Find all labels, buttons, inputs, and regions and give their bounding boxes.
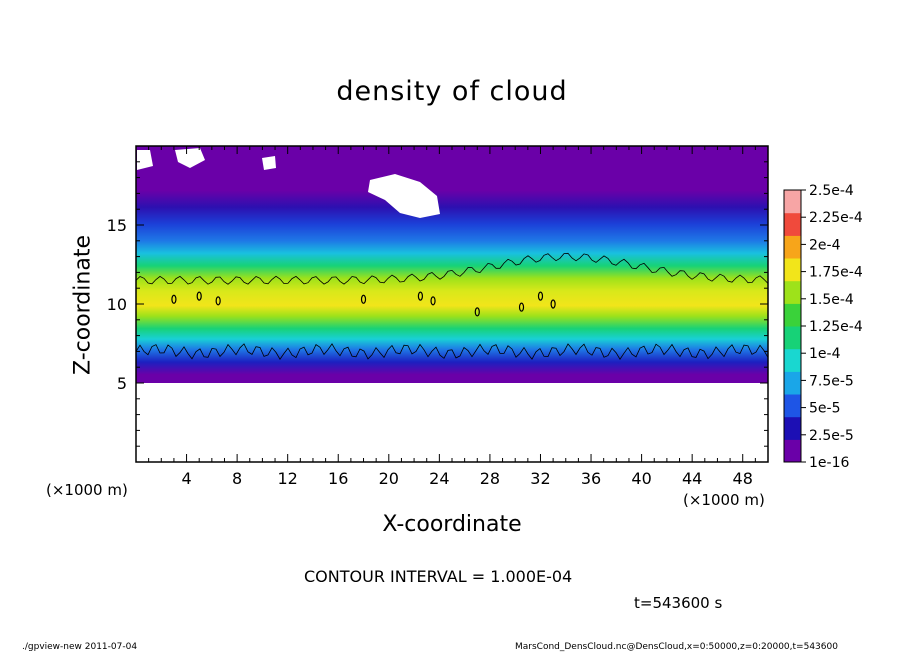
x-tick-label: 32 <box>530 469 550 488</box>
colorbar-swatch <box>784 348 801 372</box>
chart-title: density of cloud <box>336 76 568 107</box>
contour-2e-4-blob <box>360 294 367 304</box>
colorbar-label: 5e-5 <box>809 401 840 417</box>
colorbar-label: 1e-16 <box>809 455 849 471</box>
colorbar-label: 1.5e-4 <box>809 292 854 308</box>
colorbar-swatch <box>784 280 801 304</box>
x-tick-label: 24 <box>429 469 449 488</box>
x-tick-label: 12 <box>278 469 298 488</box>
contour-2e-4-blob <box>196 291 202 301</box>
colorbar-swatch <box>784 190 801 214</box>
colorbar-label: 1e-4 <box>809 346 841 362</box>
contour-lower <box>136 343 768 360</box>
contour-interval-label: CONTOUR INTERVAL = 1.000E-04 <box>304 567 573 586</box>
x-tick-label: 8 <box>232 469 242 488</box>
colorbar-label: 2.5e-4 <box>809 183 854 199</box>
time-label: t=543600 s <box>634 594 723 612</box>
colorbar-swatch <box>784 212 801 236</box>
contour-2e-4-blob <box>215 296 221 306</box>
colorbar-swatch <box>784 371 801 395</box>
x-tick-label: 48 <box>733 469 753 488</box>
x-tick-label: 36 <box>581 469 601 488</box>
contour-2e-4-blob <box>417 291 423 301</box>
colorbar-swatch <box>784 416 801 440</box>
colorbar-label: 1.75e-4 <box>809 265 863 281</box>
x-unit-label-right: (×1000 m) <box>683 491 765 509</box>
colorbar-swatch <box>784 258 801 282</box>
colorbar-swatch <box>784 303 801 327</box>
colorbar-label: 2.5e-5 <box>809 428 854 444</box>
contour-2e-4-blob <box>537 291 544 301</box>
contour-2e-4-blob <box>171 294 177 304</box>
x-axis-label: X-coordinate <box>382 512 522 537</box>
colorbar-label: 7.5e-5 <box>809 373 854 389</box>
contour-upper <box>136 252 768 285</box>
contour-lines <box>136 252 768 360</box>
colorbar-swatch <box>784 326 801 350</box>
x-tick-label: 4 <box>181 469 191 488</box>
contour-2e-4-blob <box>518 302 525 312</box>
x-axis: 4 8 12 16 20 24 28 32 36 40 44 48 <box>148 146 756 488</box>
colorbar-swatch <box>784 394 801 418</box>
y-axis-label: Z-coordinate <box>70 235 96 375</box>
colorbar-label: 1.25e-4 <box>809 319 863 335</box>
contour-2e-4-blob <box>430 296 436 306</box>
colorbar-swatch <box>784 235 801 259</box>
x-unit-label-left: (×1000 m) <box>46 481 128 499</box>
footer-command: ./gpview-new 2011-07-04 <box>22 642 138 652</box>
x-tick-label: 16 <box>328 469 348 488</box>
contour-2e-4-blob <box>474 307 480 317</box>
y-axis: 5 10 15 <box>107 161 768 447</box>
x-tick-label: 20 <box>379 469 399 488</box>
y-tick-label: 5 <box>117 374 127 393</box>
cloud-band <box>136 173 768 383</box>
field-gap <box>368 174 440 218</box>
contour-2e-4-blob <box>550 299 556 309</box>
x-tick-label: 40 <box>631 469 651 488</box>
colorbar-label: 2e-4 <box>809 237 841 253</box>
field-gap <box>262 156 276 170</box>
field-below-cloud <box>136 383 768 462</box>
colorbar-swatch <box>784 439 801 463</box>
y-tick-label: 15 <box>107 216 127 235</box>
field-gap <box>137 150 153 170</box>
field-gap <box>175 148 205 168</box>
density-field <box>136 146 768 462</box>
footer-dataset: MarsCond_DensCloud.nc@DensCloud,x=0:5000… <box>515 642 838 652</box>
colorbar-label: 2.25e-4 <box>809 210 863 226</box>
y-tick-label: 10 <box>107 295 127 314</box>
x-tick-label: 28 <box>480 469 500 488</box>
colorbar: 1e-16 2.5e-5 5e-5 7.5e-5 1e-4 1.25e-4 1.5e-4 1.… <box>783 183 863 471</box>
x-tick-label: 44 <box>682 469 702 488</box>
